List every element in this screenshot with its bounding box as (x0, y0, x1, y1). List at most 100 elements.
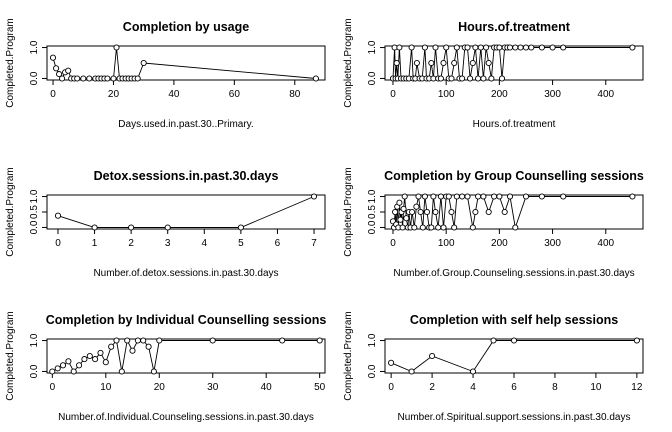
data-point (91, 224, 98, 231)
x-tick-label: 300 (544, 89, 561, 100)
data-point (49, 368, 56, 375)
x-tick-label: 6 (511, 382, 517, 393)
data-point (53, 65, 60, 72)
data-point (448, 75, 455, 82)
data-point (477, 44, 484, 51)
y-tick-label: 0.0 (367, 364, 378, 378)
y-tick-label: 1.0 (29, 333, 40, 347)
data-point (437, 193, 444, 200)
data-point (510, 337, 518, 344)
data-point (128, 224, 135, 231)
data-point (475, 193, 482, 200)
y-tick-label: 1.0 (367, 333, 378, 347)
x-tick-label: 200 (491, 89, 508, 100)
data-point (113, 44, 120, 51)
data-point (97, 349, 104, 356)
x-tick-label: 40 (261, 382, 273, 393)
data-point (92, 356, 99, 363)
chart-panel-5: Completion by Individual Counselling ses… (5, 311, 326, 423)
data-point (432, 208, 439, 216)
y-tick-label: 0.0 (367, 220, 378, 234)
x-axis-label: Number.of.Group.Counseling.sessions.in.p… (393, 268, 634, 279)
data-point (522, 193, 530, 200)
x-tick-label: 300 (544, 238, 561, 249)
data-point (54, 212, 62, 219)
x-tick-label: 20 (108, 89, 120, 100)
data-point (506, 44, 514, 51)
y-axis-label: Completed.Program (343, 167, 354, 256)
data-point (485, 59, 492, 67)
data-point (237, 224, 244, 231)
data-point (102, 359, 109, 366)
data-point (150, 368, 157, 375)
data-point (517, 44, 524, 51)
data-point (485, 208, 492, 216)
x-tick-label: 5 (238, 238, 244, 249)
x-tick-label: 1 (92, 238, 98, 249)
data-point (432, 44, 439, 51)
y-axis-label: Completed.Program (5, 311, 16, 400)
data-point (140, 337, 147, 344)
data-point (538, 193, 545, 200)
data-point (421, 193, 428, 200)
x-tick-label: 12 (631, 382, 643, 393)
data-point (396, 44, 403, 51)
x-tick-label: 4 (470, 382, 476, 393)
x-tick-label: 100 (438, 238, 455, 249)
data-point (110, 75, 117, 82)
data-point (209, 337, 216, 344)
x-axis-label: Number.of.Spiritual.support.sessions.in.… (398, 412, 631, 423)
y-axis-label: Completed.Program (5, 167, 16, 256)
y-tick-label: 0.0 (29, 220, 40, 234)
data-point (417, 208, 424, 216)
y-axis-label: Completed.Program (5, 18, 16, 107)
series-line (390, 340, 637, 373)
plot-frame (46, 338, 326, 374)
data-point (560, 44, 567, 51)
x-tick-label: 7 (311, 238, 317, 249)
chart-title: Hours.of.treatment (458, 20, 571, 34)
data-point (428, 59, 435, 67)
data-point (501, 208, 508, 216)
plot-frame (46, 45, 326, 81)
data-point (453, 193, 460, 200)
data-point (467, 75, 474, 82)
x-tick-label: 60 (229, 89, 241, 100)
y-tick-label: 1.0 (29, 189, 40, 203)
data-point (408, 44, 415, 51)
data-point (108, 343, 115, 350)
data-point (472, 44, 479, 51)
data-point (145, 343, 152, 350)
x-tick-label: 0 (50, 382, 56, 393)
data-point (86, 75, 93, 82)
data-point (393, 59, 400, 67)
data-point (480, 193, 487, 200)
y-tick-label: 0.0 (367, 71, 378, 85)
y-tick-label: 1.0 (367, 189, 378, 203)
data-point (459, 75, 466, 82)
data-point (512, 44, 519, 51)
data-point (388, 359, 395, 366)
x-tick-label: 2 (429, 382, 435, 393)
chart-panel-4: Completion by Group Counselling sessions… (343, 167, 644, 279)
y-tick-label: 1.0 (367, 40, 378, 54)
y-tick-label: 0.5 (367, 205, 378, 219)
data-point (408, 368, 415, 375)
data-point (480, 75, 487, 82)
x-tick-label: 3 (165, 238, 171, 249)
data-point (430, 193, 437, 200)
chart-panel-6: Completion with self help sessions 0 2 4 6 8 1… (343, 311, 644, 423)
data-point (443, 44, 450, 51)
data-point (56, 71, 63, 78)
data-point (498, 75, 506, 82)
data-point (437, 75, 444, 82)
chart-title: Completion by Group Counselling sessions (384, 169, 644, 183)
x-tick-label: 400 (597, 89, 614, 100)
x-axis-label: Number.of.detox.sessions.in.past.30.days (93, 268, 278, 279)
data-point (496, 193, 503, 200)
data-point (124, 337, 131, 344)
data-point (401, 193, 408, 200)
data-point (397, 216, 404, 223)
data-point (396, 199, 403, 206)
data-point (415, 193, 422, 200)
